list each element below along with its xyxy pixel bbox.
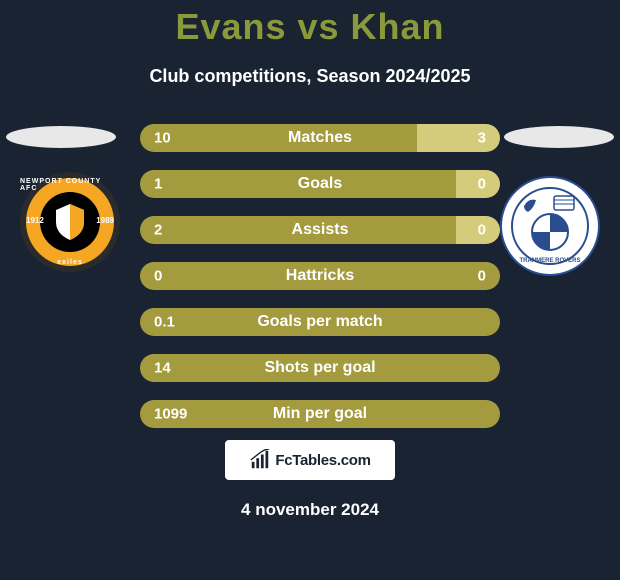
stats-bars: 103Matches10Goals20Assists00Hattricks0.1…	[140, 124, 500, 446]
stat-label: Goals per match	[257, 313, 382, 331]
stat-label: Assists	[292, 221, 349, 239]
stat-value-left: 1	[154, 176, 162, 193]
stat-row: 2 0 Assists	[140, 216, 500, 244]
stat-row: 1099 Min per goal	[140, 400, 500, 428]
stat-value-left: 0	[154, 268, 162, 285]
player-right-ellipse	[504, 126, 614, 148]
stat-label: Goals	[298, 175, 342, 193]
player-left-ellipse	[6, 126, 116, 148]
badge-left-top-text: NEWPORT COUNTY AFC	[20, 178, 120, 192]
stat-value-right: 0	[478, 222, 486, 239]
badge-left-year-left: 1912	[26, 216, 44, 225]
svg-text:TRANMERE ROVERS: TRANMERE ROVERS	[519, 258, 580, 264]
stat-label: Shots per goal	[264, 359, 375, 377]
date-text: 4 november 2024	[241, 500, 379, 520]
stat-value-right: 3	[478, 130, 486, 147]
stat-value-left: 10	[154, 130, 171, 147]
stat-value-left: 14	[154, 360, 171, 377]
chart-icon	[249, 449, 271, 471]
stat-value-right: 0	[478, 268, 486, 285]
stat-bar-left	[140, 124, 417, 152]
stat-row: 10 3 Matches	[140, 124, 500, 152]
fctables-text: FcTables.com	[275, 452, 370, 469]
stat-bar-right	[417, 124, 500, 152]
club-badge-left: NEWPORT COUNTY AFC 1912 1989 exiles	[20, 172, 120, 272]
stat-label: Hattricks	[286, 267, 354, 285]
stat-row: 0.1 Goals per match	[140, 308, 500, 336]
stat-row: 1 0 Goals	[140, 170, 500, 198]
fctables-logo: FcTables.com	[225, 440, 395, 480]
club-badge-right: TRANMERE ROVERS	[500, 176, 600, 276]
stat-value-left: 0.1	[154, 314, 175, 331]
stat-value-left: 2	[154, 222, 162, 239]
stat-label: Min per goal	[273, 405, 367, 423]
subtitle: Club competitions, Season 2024/2025	[0, 66, 620, 87]
badge-left-bottom-text: exiles	[57, 259, 82, 266]
badge-left-year-right: 1989	[96, 216, 114, 225]
stat-value-right: 0	[478, 176, 486, 193]
stat-row: 14 Shots per goal	[140, 354, 500, 382]
stat-label: Matches	[288, 129, 352, 147]
stat-value-left: 1099	[154, 406, 187, 423]
club-crest-icon: TRANMERE ROVERS	[510, 186, 590, 266]
stat-row: 0 0 Hattricks	[140, 262, 500, 290]
shield-icon	[48, 200, 92, 244]
page-title: Evans vs Khan	[0, 0, 620, 48]
